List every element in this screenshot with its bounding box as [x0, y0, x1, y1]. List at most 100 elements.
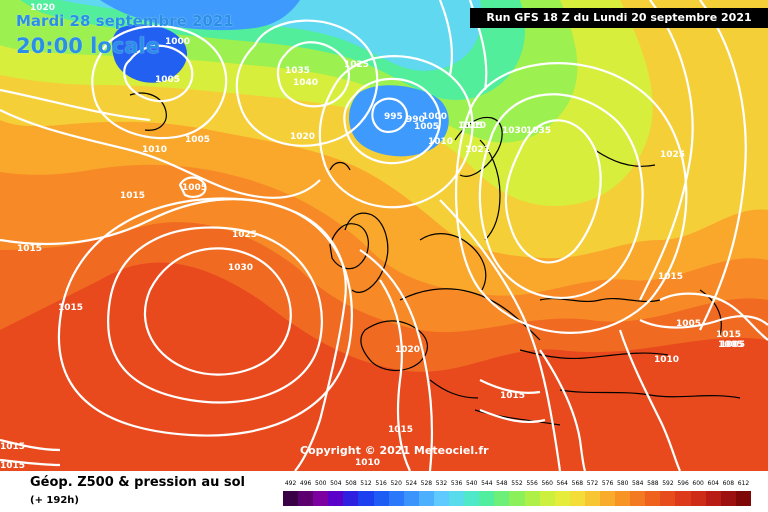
scale-swatch [403, 491, 419, 506]
isobar-label: 1010 [142, 145, 167, 155]
scale-swatch [630, 491, 646, 506]
scale-labels: 492 496 500 504 508 512 516 520 524 528 532 536 540 5… [283, 480, 751, 490]
isobar-label: 1015 [388, 425, 413, 435]
scale-swatch [433, 491, 450, 506]
geopotential-band-low-north [348, 85, 449, 157]
scale-swatch [554, 491, 570, 506]
isobar-label: 1035 [285, 66, 310, 76]
scale-swatch [464, 491, 480, 506]
scale-label: 532 [435, 480, 448, 487]
isobar-label: 1030 [228, 263, 253, 273]
scale-label: 584 [632, 480, 644, 487]
scale-label: 544 [481, 480, 493, 487]
geopotential-band-552 [100, 0, 300, 31]
geopotential-band-low-west [112, 24, 188, 83]
isobar-label: 1020 [395, 345, 420, 355]
scale-swatch [479, 491, 495, 506]
scale-swatch [660, 491, 676, 506]
isobar-label: 1040 [293, 78, 318, 88]
scale-swatch [735, 491, 751, 506]
scale-swatch [584, 491, 600, 506]
scale-swatch [705, 491, 721, 506]
scale-swatch [569, 491, 585, 506]
isobar-label: 1010 [654, 355, 679, 365]
isobar-label: 1005 [414, 122, 439, 132]
isobar-label: 1015 [658, 272, 683, 282]
scale-label: 540 [465, 480, 478, 487]
scale-label: 604 [707, 480, 719, 487]
isobar-labels: 1020 1000 1005 1005 1010 1005 1015 1015 … [0, 3, 745, 471]
scale-label: 548 [496, 480, 508, 487]
isobar-label: 1035 [526, 126, 551, 136]
scale-label: 612 [737, 480, 750, 487]
isobar-label: 1015 [716, 330, 741, 340]
scale-swatch [343, 491, 359, 506]
legend-subtitle: (+ 192h) [30, 495, 79, 506]
isobar-label: 1021 [465, 145, 490, 155]
scale-swatch [675, 491, 691, 506]
legend-footer: Géop. Z500 & pression au sol (+ 192h) 49… [0, 471, 768, 512]
forecast-time: 20:00 locale [16, 34, 160, 58]
geopotential-band-556 [60, 0, 482, 71]
scale-label: 568 [571, 480, 584, 487]
isobar-lines [0, 0, 768, 471]
scale-label: 596 [677, 480, 689, 487]
isobar-label: 1015 [0, 442, 25, 452]
isobar-label: 1005 [720, 340, 745, 350]
isobar-label: 1005 [676, 319, 701, 329]
scale-label: 552 [511, 480, 523, 487]
isobar-label: 995 [384, 112, 403, 122]
scale-label: 580 [616, 480, 629, 487]
isobar-label: 1005 [155, 75, 180, 85]
scale-swatch [599, 491, 616, 506]
isobar-label: 1005 [182, 183, 207, 193]
scale-label: 588 [647, 480, 659, 487]
forecast-date: Mardi 28 septembre 2021 [16, 12, 234, 30]
scale-label: 496 [299, 480, 312, 487]
scale-label: 560 [541, 480, 553, 487]
isobar-label: 1010 [355, 458, 380, 468]
isobar-label: 1020 [290, 132, 315, 142]
scale-label: 572 [586, 480, 599, 487]
scale-swatch [298, 491, 314, 506]
isobar-label: 1015 [120, 191, 145, 201]
isobar-label: 1005 [718, 340, 743, 350]
scale-swatch [615, 491, 631, 506]
scale-label: 492 [284, 480, 297, 487]
scale-swatch [418, 491, 434, 506]
scale-label: 504 [330, 480, 342, 487]
scale-label: 556 [526, 480, 538, 487]
isobar-label: 1010 [461, 121, 486, 131]
scale-label: 564 [556, 480, 568, 487]
scale-swatch [509, 491, 525, 506]
scale-label: 508 [345, 480, 357, 487]
isobar-label: 1025 [344, 60, 369, 70]
weather-map: 1020 1000 1005 1005 1010 1005 1015 1015 … [0, 0, 768, 471]
color-scale-bar [283, 491, 751, 506]
scale-label: 516 [375, 480, 387, 487]
scale-label: 528 [420, 480, 433, 487]
scale-swatch [388, 491, 404, 506]
isobar-label: 1015 [0, 461, 25, 471]
isobar-label: 1020 [30, 3, 55, 13]
isobar-label: 1015 [17, 244, 42, 254]
scale-label: 500 [315, 480, 327, 487]
scale-swatch [313, 491, 329, 506]
isobar-label: 1015 [58, 303, 83, 313]
scale-swatch [524, 491, 540, 506]
isobar-label: 1005 [185, 135, 210, 145]
scale-label: 520 [390, 480, 402, 487]
legend-title: Géop. Z500 & pression au sol [30, 475, 245, 490]
run-banner: Run GFS 18 Z du Lundi 20 septembre 2021 [470, 8, 768, 28]
scale-swatch [645, 491, 661, 506]
isobar-label: 1025 [232, 230, 257, 240]
scale-swatch [494, 491, 510, 506]
scale-swatch [720, 491, 736, 506]
isobar-label: 1030 [502, 126, 527, 136]
isobar-label: 1000 [165, 37, 190, 47]
isobar-label: 1015 [458, 121, 483, 131]
scale-swatch [449, 491, 465, 506]
scale-swatch [690, 491, 706, 506]
scale-label: 536 [450, 480, 463, 487]
isobar-label: 990 [406, 115, 425, 125]
